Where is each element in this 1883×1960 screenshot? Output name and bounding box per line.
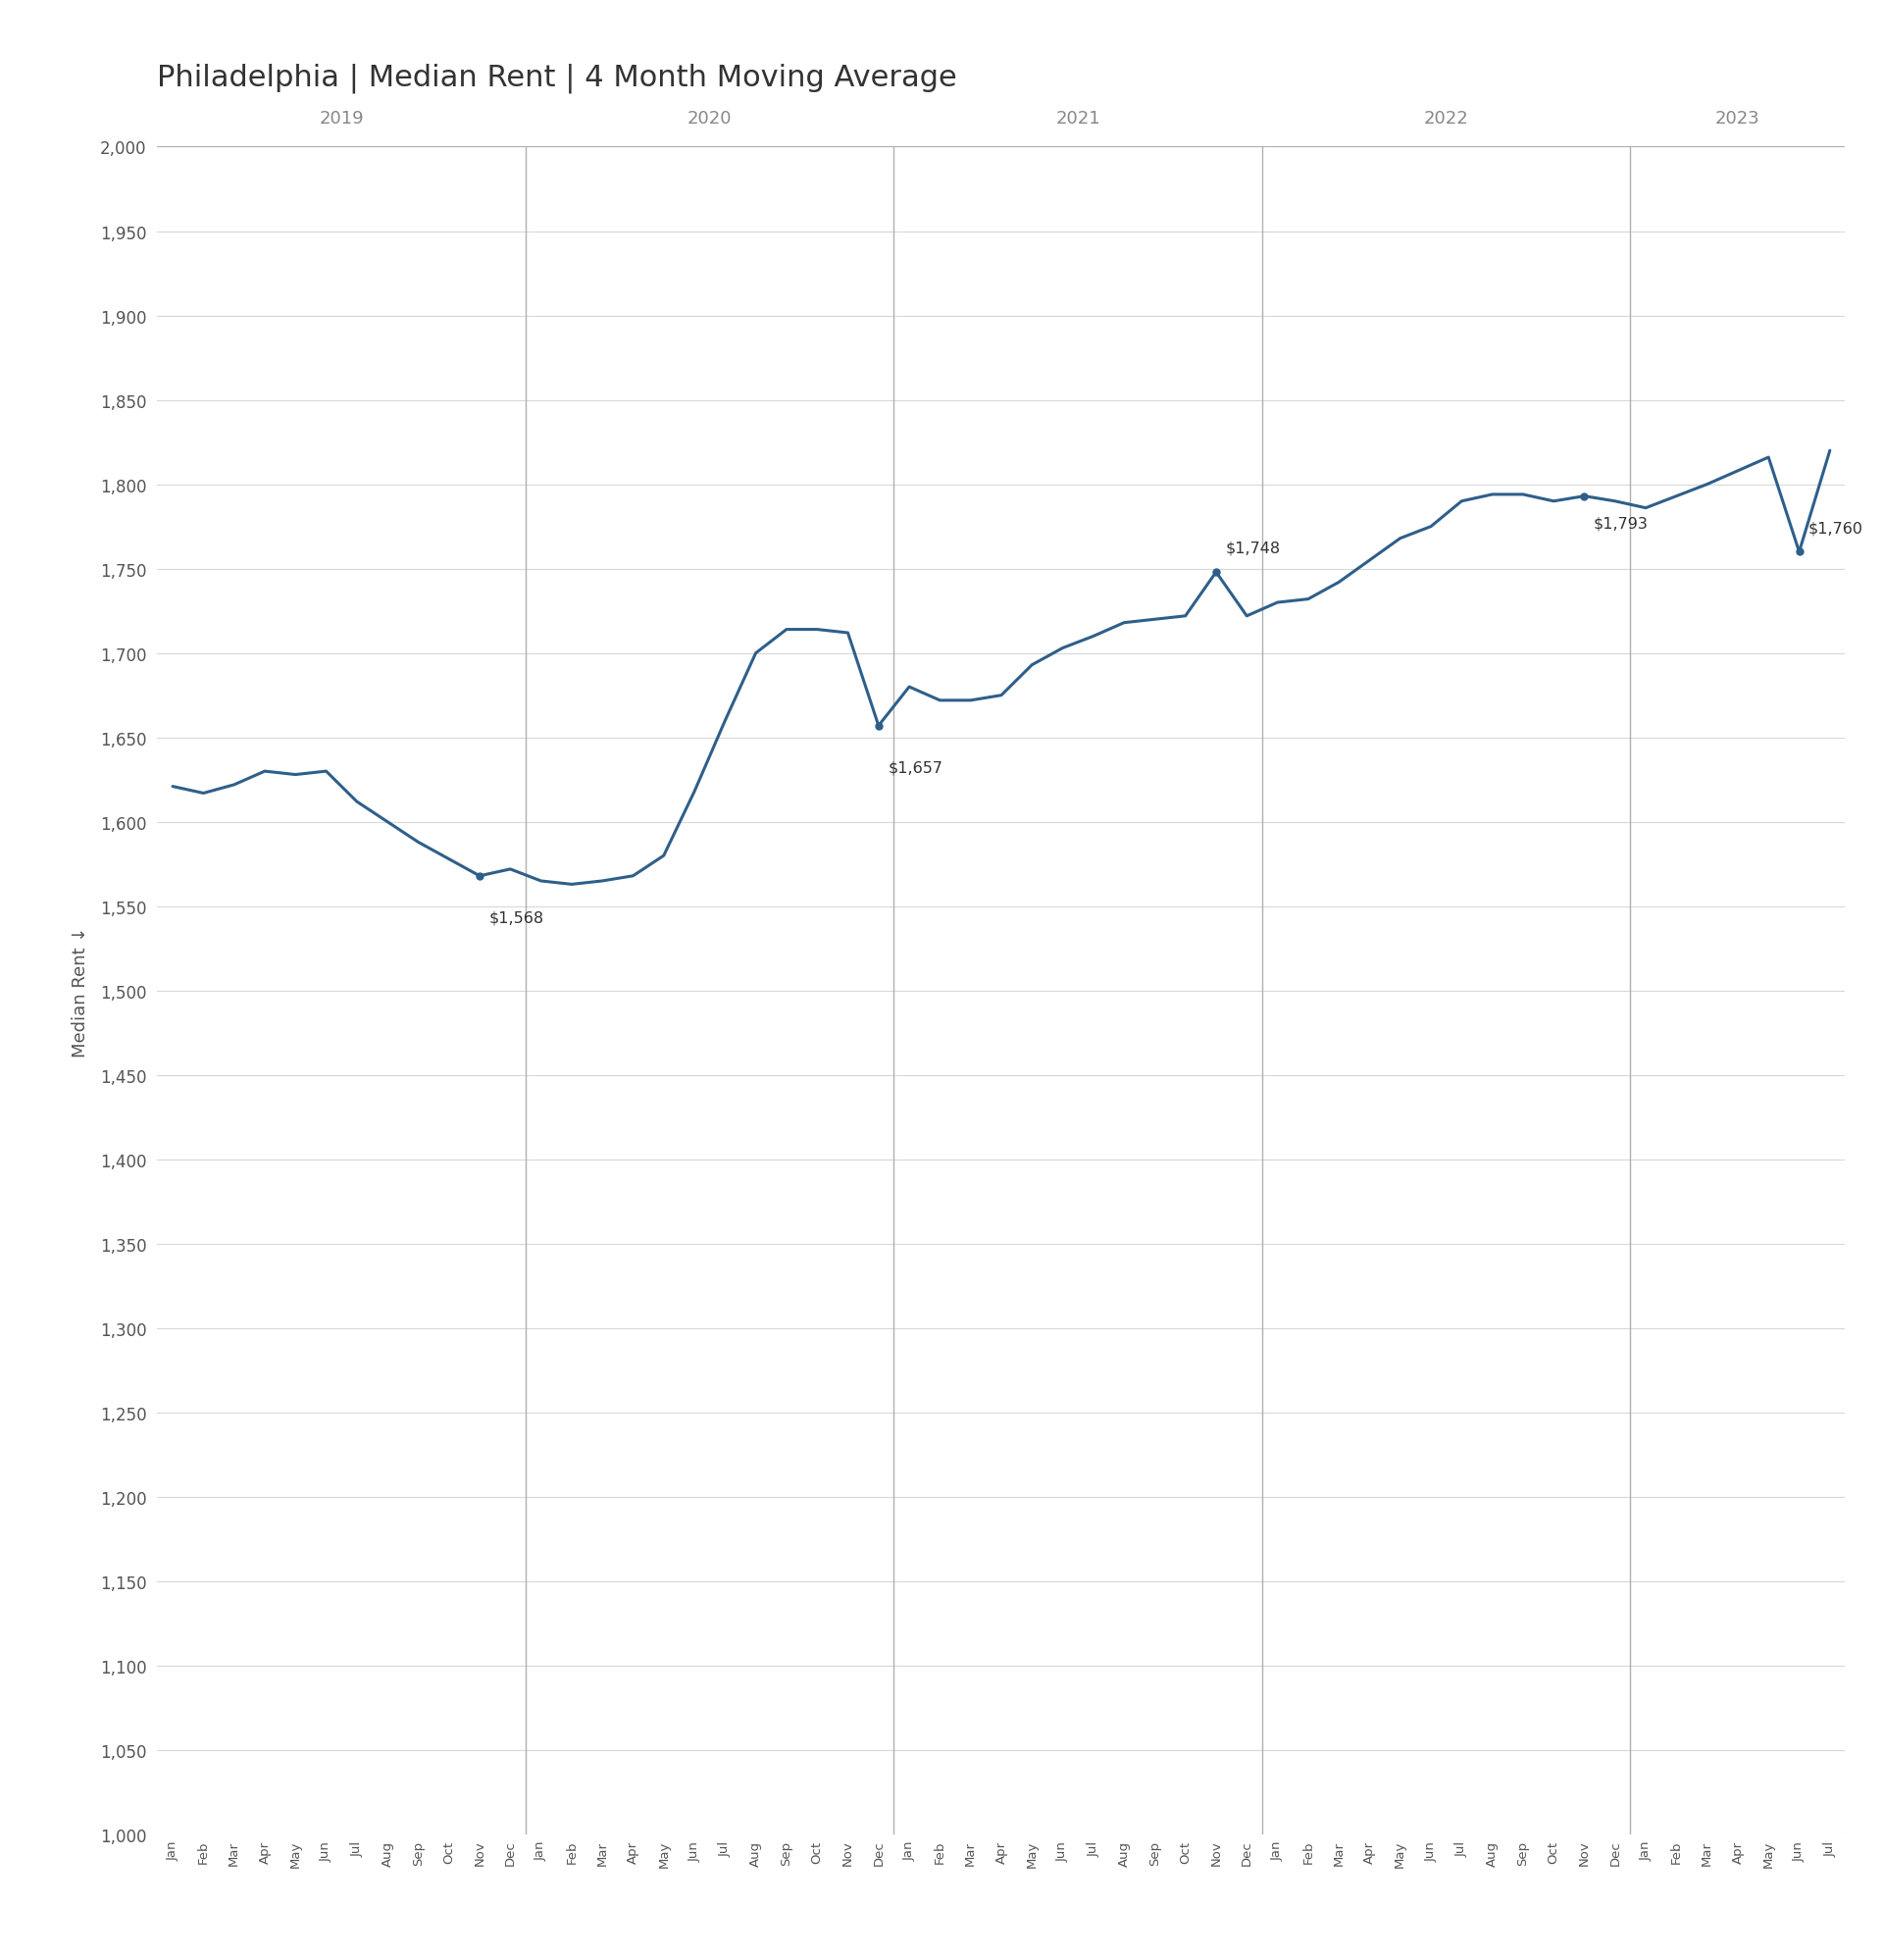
- Text: 2023: 2023: [1715, 110, 1761, 127]
- Text: 2021: 2021: [1056, 110, 1100, 127]
- Text: $1,793: $1,793: [1593, 515, 1648, 531]
- Text: $1,568: $1,568: [490, 909, 544, 925]
- Text: 2020: 2020: [687, 110, 732, 127]
- Text: $1,657: $1,657: [887, 760, 943, 774]
- Text: Philadelphia | Median Rent | 4 Month Moving Average: Philadelphia | Median Rent | 4 Month Mov…: [158, 65, 957, 94]
- Text: 2022: 2022: [1424, 110, 1469, 127]
- Text: $1,748: $1,748: [1226, 541, 1280, 557]
- Y-axis label: Median Rent ↓: Median Rent ↓: [72, 925, 89, 1056]
- Text: 2019: 2019: [318, 110, 363, 127]
- Text: $1,760: $1,760: [1808, 521, 1864, 535]
